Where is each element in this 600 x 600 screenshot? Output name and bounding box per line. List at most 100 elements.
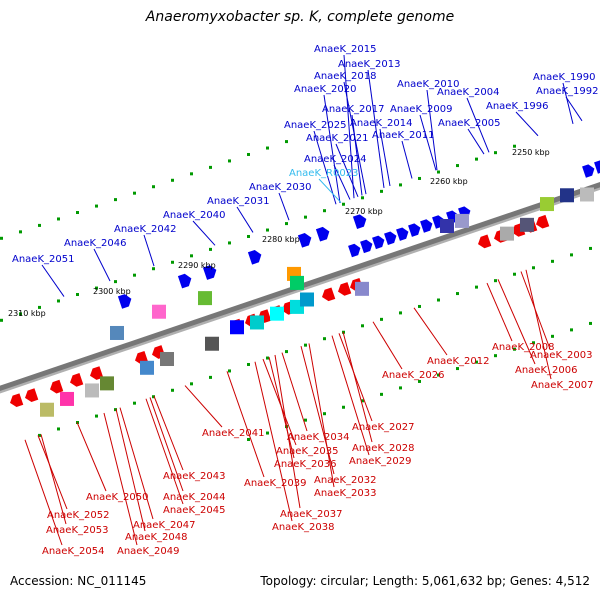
tick-dot	[190, 382, 193, 386]
tick-dot	[304, 215, 307, 219]
leader-line	[192, 220, 216, 246]
tick-dot	[437, 170, 440, 174]
scale-tick-label: 2300 kbp	[93, 287, 131, 296]
tick-dot	[513, 144, 516, 148]
tick-dot	[152, 267, 155, 271]
gene-label-top: AnaeK_2017	[322, 104, 384, 115]
gene-label-bottom: AnaeK_2032	[314, 475, 376, 486]
gene-label-top: AnaeK_2031	[207, 196, 269, 207]
tick-dot	[418, 379, 421, 383]
tick-dot	[190, 254, 193, 258]
leader-line	[413, 307, 448, 356]
forward-gene	[408, 223, 421, 237]
tick-dot	[456, 164, 459, 168]
gene-label-bottom: AnaeK_2027	[352, 422, 414, 433]
leader-line	[335, 143, 359, 198]
gene-label-top: AnaeK_2042	[114, 224, 176, 235]
tick-dot	[38, 223, 41, 227]
tick-dot	[323, 412, 326, 416]
forward-gene	[352, 214, 367, 229]
gene-label-top: AnaeK_2030	[249, 182, 311, 193]
gene-label-bottom: AnaeK_2043	[163, 471, 225, 482]
forward-gene	[384, 231, 397, 245]
feature-box	[140, 360, 154, 375]
tick-dot	[76, 211, 79, 215]
gene-label-top: AnaeK_2005	[438, 118, 500, 129]
forward-gene	[348, 243, 361, 258]
leader-line	[143, 234, 155, 267]
tick-dot	[437, 298, 440, 302]
gene-label-top: AnaeK_2046	[64, 238, 126, 249]
feature-box	[160, 352, 174, 367]
gene-label-bottom: AnaeK_2041	[202, 428, 264, 439]
reverse-gene	[338, 282, 352, 296]
leader-line	[525, 269, 552, 380]
tick-dot	[95, 414, 98, 418]
tick-dot	[38, 305, 41, 309]
forward-gene	[594, 160, 600, 174]
leader-line	[343, 54, 355, 199]
gene-label-top: AnaeK_2051	[12, 254, 74, 265]
tick-dot	[228, 241, 231, 245]
feature-box	[580, 187, 594, 202]
tick-dot	[114, 280, 117, 284]
tick-dot	[228, 369, 231, 373]
tick-dot	[494, 279, 497, 283]
tick-dot	[418, 176, 421, 180]
tick-dot	[304, 418, 307, 422]
leader-line	[466, 97, 490, 153]
leader-line	[565, 96, 583, 122]
leader-line	[103, 412, 138, 546]
feature-box	[230, 320, 244, 335]
tick-dot	[228, 159, 231, 163]
forward-gene	[372, 235, 385, 250]
leader-line	[268, 356, 295, 459]
gene-label-bottom: AnaeK_2049	[117, 546, 179, 557]
forward-gene	[420, 219, 433, 233]
feature-box	[60, 391, 74, 406]
tick-dot	[437, 373, 440, 377]
leader-line	[145, 398, 184, 505]
gene-label-top: AnaeK_2025	[284, 120, 346, 131]
scale-tick-label: 2280 kbp	[262, 235, 300, 244]
leader-line	[119, 407, 154, 520]
gene-label-bottom: AnaeK_2012	[427, 356, 489, 367]
tick-dot	[76, 293, 79, 297]
tick-dot	[266, 356, 269, 360]
tick-dots	[0, 140, 592, 441]
forward-gene	[360, 239, 373, 254]
tick-dot	[323, 337, 326, 341]
leader-line	[323, 94, 341, 203]
leader-line	[24, 439, 63, 546]
forward-gene	[315, 226, 330, 242]
map-title: Anaeromyxobacter sp. K, complete genome	[145, 9, 455, 25]
gene-label-bottom: AnaeK_2008	[492, 342, 554, 353]
gene-label-bottom: AnaeK_2054	[42, 546, 104, 557]
gene-label-bottom: AnaeK_2026	[382, 370, 444, 381]
leader-line	[308, 343, 335, 488]
leader-line	[184, 385, 223, 428]
forward-gene	[247, 249, 262, 265]
leader-line	[333, 164, 351, 200]
feature-box	[520, 217, 534, 232]
leader-line	[262, 358, 297, 446]
leader-line	[153, 395, 184, 471]
leader-line	[372, 321, 403, 370]
gene-label-top: AnaeK_2040	[163, 210, 225, 221]
leader-line	[515, 111, 539, 137]
gene-label-top: AnaeK_2010	[397, 79, 459, 90]
feature-box	[300, 292, 314, 307]
gene-label-bottom: AnaeK_2006	[515, 365, 577, 376]
tick-dot	[152, 185, 155, 189]
gene-label-bottom: AnaeK_2007	[531, 380, 593, 391]
tick-dot	[247, 152, 250, 156]
feature-box	[560, 188, 574, 203]
feature-box	[500, 226, 514, 241]
gene-label-bottom: AnaeK_2003	[530, 350, 592, 361]
tick-dot	[399, 386, 402, 390]
tick-dot	[209, 247, 212, 251]
gene-features	[10, 160, 600, 417]
tick-dot	[247, 234, 250, 238]
feature-box	[110, 325, 124, 340]
